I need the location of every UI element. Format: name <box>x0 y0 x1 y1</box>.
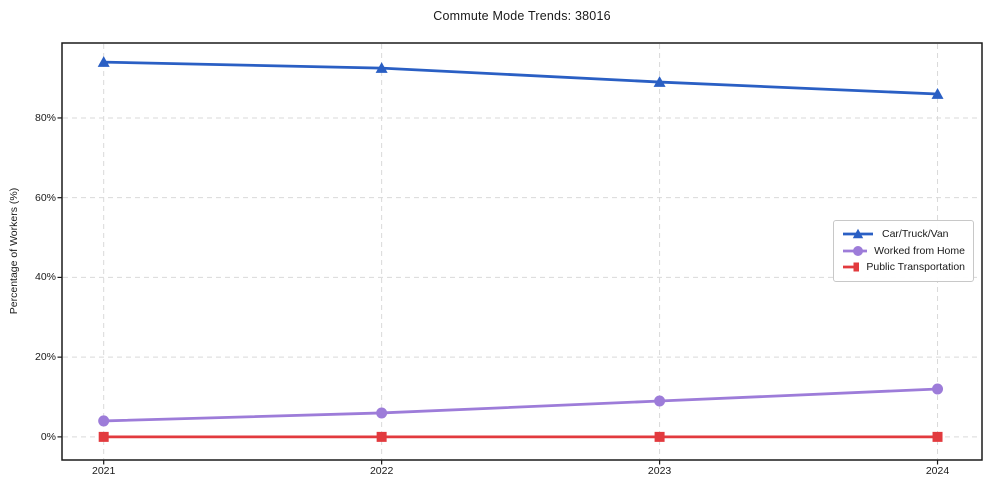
legend-label-1: Worked from Home <box>874 244 965 257</box>
legend: Car/Truck/Van Worked from Home Public Tran… <box>833 220 974 282</box>
ytick-label-80%: 80% <box>34 111 56 124</box>
xtick-label-2024: 2024 <box>925 465 950 477</box>
chart-title: Commute Mode Trends: 38016 <box>433 9 611 23</box>
marker-square-2022 <box>376 431 387 442</box>
marker-triangle-2021 <box>97 56 110 67</box>
xtick-label-2022: 2022 <box>369 465 394 477</box>
marker-triangle-2022 <box>375 62 388 73</box>
legend-label-2: Public Transportation <box>866 261 965 274</box>
xtick-label-2023: 2023 <box>647 465 672 477</box>
legend-item-2: Public Transportation <box>841 259 965 276</box>
ytick-label-40%: 40% <box>34 271 56 284</box>
legend-item-1: Worked from Home <box>841 243 965 260</box>
series-line-triangle <box>102 60 939 96</box>
marker-circle-2023 <box>654 395 666 407</box>
legend-marker-circle-icon <box>843 245 868 256</box>
plot-background <box>62 43 982 460</box>
marker-triangle-2024 <box>931 88 944 99</box>
marker-circle-2022 <box>376 407 388 419</box>
marker-square-2023 <box>654 431 665 442</box>
marker-square-2024 <box>932 431 943 442</box>
marker-circle-2021 <box>98 415 110 427</box>
ytick-label-20%: 20% <box>34 351 56 364</box>
ytick-label-60%: 60% <box>34 191 56 204</box>
marker-circle-2024 <box>932 383 944 395</box>
series-line-circle <box>102 387 939 423</box>
marker-square-2021 <box>98 431 109 442</box>
ytick-label-0%: 0% <box>40 430 56 443</box>
plot-border <box>61 42 983 461</box>
legend-label-0: Car/Truck/Van <box>882 228 949 241</box>
xtick-label-2021: 2021 <box>92 465 116 477</box>
legend-item-0: Car/Truck/Van <box>841 226 965 243</box>
legend-marker-triangle-icon <box>843 229 873 239</box>
legend-marker-square-icon <box>843 262 860 272</box>
marker-triangle-2023 <box>653 76 666 87</box>
